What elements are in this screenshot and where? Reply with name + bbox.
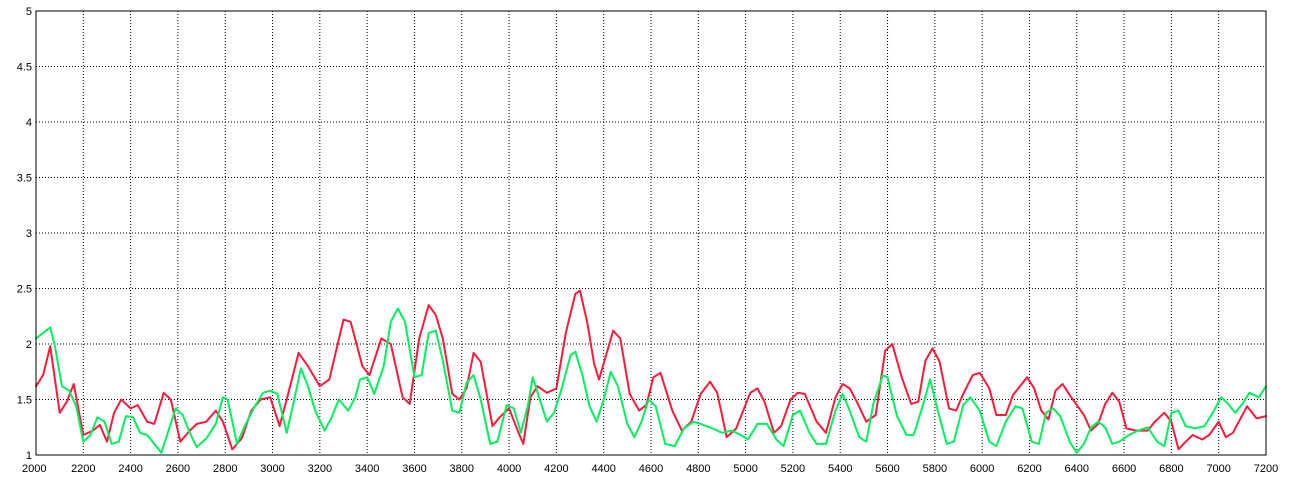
- x-tick-label: 2000: [22, 463, 46, 475]
- x-tick-label: 7000: [1206, 463, 1230, 475]
- y-tick-label: 1: [26, 450, 32, 462]
- x-tick-label: 2800: [213, 463, 237, 475]
- y-tick-label: 2.5: [17, 284, 32, 296]
- y-tick-label: 4: [26, 117, 32, 129]
- x-tick-label: 5600: [875, 463, 899, 475]
- x-tick-label: 6200: [1017, 463, 1041, 475]
- y-tick-label: 1.5: [17, 395, 32, 407]
- x-tick-label: 6800: [1159, 463, 1183, 475]
- x-tick-label: 2400: [118, 463, 142, 475]
- x-tick-label: 4400: [591, 463, 615, 475]
- x-tick-label: 5800: [923, 463, 947, 475]
- x-axis-tick-labels: 2000 2200 2400 2600 2800 3000 3200 3400 3600 3800…: [22, 463, 1278, 475]
- y-axis-tick-labels: 1 1.5 2 2.5 3 3.5 4 4.5 5: [17, 6, 32, 462]
- x-tick-label: 4000: [497, 463, 521, 475]
- x-tick-label: 4800: [686, 463, 710, 475]
- x-tick-label: 3400: [355, 463, 379, 475]
- series-lines: [35, 289, 1267, 454]
- x-tick-label: 4200: [544, 463, 568, 475]
- x-tick-label: 6600: [1112, 463, 1136, 475]
- x-tick-label: 3000: [260, 463, 284, 475]
- x-tick-label: 3200: [308, 463, 332, 475]
- x-tick-label: 5200: [781, 463, 805, 475]
- plot-frame: [35, 10, 1267, 456]
- x-tick-label: 6000: [970, 463, 994, 475]
- y-tick-label: 3: [26, 228, 32, 240]
- x-tick-label: 4600: [639, 463, 663, 475]
- series-line-green: [35, 307, 1267, 454]
- y-tick-label: 3.5: [17, 173, 32, 185]
- x-tick-label: 6400: [1065, 463, 1089, 475]
- y-tick-label: 5: [26, 6, 32, 18]
- x-tick-label: 2200: [71, 463, 95, 475]
- x-tick-label: 5000: [733, 463, 757, 475]
- x-tick-label: 3800: [450, 463, 474, 475]
- x-tick-label: 3600: [402, 463, 426, 475]
- y-tick-label: 4.5: [17, 62, 32, 74]
- y-tick-label: 2: [26, 339, 32, 351]
- x-tick-label: 7200: [1254, 463, 1278, 475]
- x-tick-label: 2600: [166, 463, 190, 475]
- x-tick-label: 5400: [828, 463, 852, 475]
